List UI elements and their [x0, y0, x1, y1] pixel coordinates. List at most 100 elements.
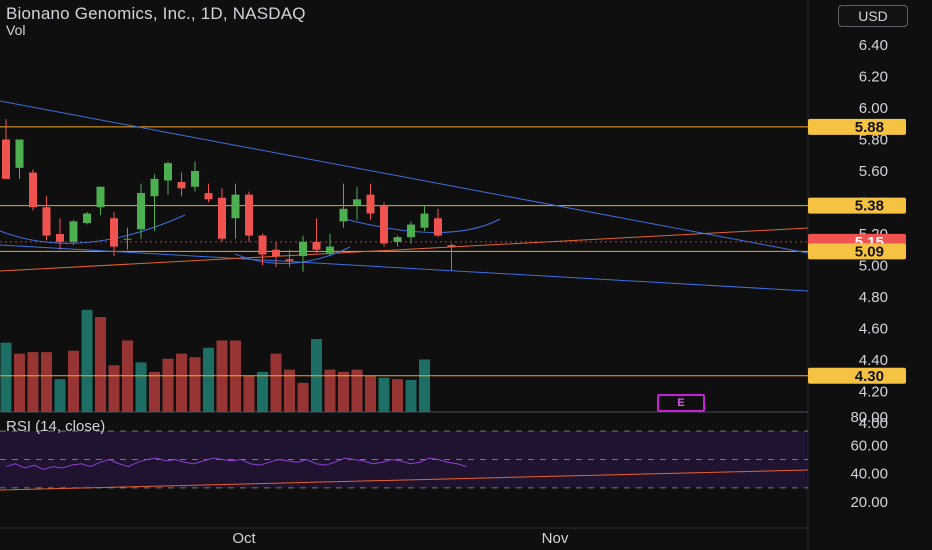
- price-axis[interactable]: 4.004.204.404.604.805.005.205.405.605.80…: [808, 37, 906, 432]
- candle: [326, 234, 334, 257]
- price-tag-box: [808, 367, 906, 384]
- candle: [407, 221, 415, 244]
- candle: [366, 183, 375, 220]
- volume-bar: [14, 353, 25, 412]
- cup-arc-middle: [234, 246, 351, 264]
- price-tick-label: 5.60: [859, 163, 888, 180]
- time-tick-label: Oct: [232, 530, 256, 547]
- rsi-support-line: [0, 469, 809, 491]
- candle-body: [83, 213, 91, 223]
- candle: [339, 183, 348, 228]
- volume-bar: [365, 375, 376, 412]
- candle: [123, 227, 132, 250]
- candle-body: [312, 241, 321, 250]
- candle-body: [150, 178, 159, 197]
- horizontal-levels[interactable]: [0, 126, 808, 377]
- candle-body: [110, 218, 118, 247]
- volume-label: Vol: [6, 22, 26, 38]
- candle-body: [204, 193, 213, 200]
- price-tick-label: 5.80: [859, 132, 888, 149]
- candle: [15, 139, 24, 179]
- price-tag-box: [808, 197, 906, 214]
- currency-button[interactable]: USD: [838, 5, 908, 27]
- volume-bar: [68, 350, 79, 412]
- volume-bar: [0, 342, 12, 412]
- volume-bar: [392, 379, 403, 412]
- candle-body: [420, 213, 429, 228]
- candle-body: [29, 172, 37, 208]
- earnings-marker[interactable]: E: [657, 394, 705, 412]
- volume-bar: [95, 317, 106, 412]
- descending-trendline: [0, 100, 809, 254]
- time-axis[interactable]: Oct Nov: [232, 530, 569, 547]
- candles: [2, 119, 456, 272]
- volume-bar: [419, 359, 430, 412]
- candle-body: [218, 197, 226, 239]
- price-tick-label: 4.20: [859, 384, 888, 401]
- price-tag-label: 4.30: [855, 368, 884, 385]
- rsi-pane: 20.00 40.00 60.00 80.00: [0, 409, 888, 511]
- candle-body: [285, 259, 294, 261]
- price-tag: 5.38: [808, 197, 906, 215]
- candle-body: [191, 171, 199, 187]
- candle: [231, 183, 240, 239]
- candle: [69, 219, 78, 246]
- candle-body: [56, 234, 64, 242]
- rsi-tick-label: 20.00: [850, 494, 888, 511]
- candle-body: [326, 246, 334, 253]
- candle: [164, 161, 172, 195]
- price-tag-label: 5.09: [855, 243, 884, 260]
- rsi-label: RSI (14, close): [6, 418, 106, 435]
- price-tick-label: 5.00: [859, 258, 888, 275]
- candle-body: [164, 163, 172, 181]
- candle-body: [137, 193, 145, 230]
- rsi-tick-label: 60.00: [850, 437, 888, 454]
- candle: [137, 183, 145, 239]
- candle: [177, 172, 186, 197]
- volume-bar: [203, 347, 214, 412]
- candle-body: [15, 139, 24, 168]
- volume-bar: [351, 369, 363, 412]
- rsi-tick-label: 40.00: [850, 466, 888, 483]
- candle: [258, 234, 267, 266]
- price-tag: 5.88: [808, 119, 906, 136]
- volume-bar: [27, 352, 39, 412]
- lower-trendline: [0, 244, 809, 292]
- candle-body: [245, 194, 253, 236]
- volume-bar: [54, 379, 66, 412]
- candle: [42, 196, 51, 241]
- price-tag-box: [808, 243, 906, 260]
- volume-bar: [41, 352, 52, 412]
- candle-body: [353, 199, 361, 206]
- cup-arc-left: [0, 214, 186, 244]
- rsi-tick-label: 80.00: [850, 409, 888, 426]
- volume-bar: [243, 375, 255, 412]
- price-tag-label: 5.38: [855, 198, 884, 215]
- volume-bar: [324, 369, 336, 412]
- candle: [393, 235, 402, 247]
- candle-body: [447, 245, 456, 247]
- candle: [96, 186, 105, 216]
- candle-body: [177, 182, 186, 189]
- volume-bar: [297, 382, 309, 412]
- candle: [245, 191, 253, 242]
- candle-body: [2, 139, 10, 179]
- volume-bar: [378, 377, 390, 412]
- candle-body: [434, 218, 442, 236]
- candle: [2, 119, 10, 179]
- candle: [204, 183, 213, 203]
- candle: [83, 211, 91, 225]
- price-tick-label: 4.40: [859, 352, 888, 369]
- price-tick-label: 6.00: [859, 100, 888, 117]
- chart-title: Bionano Genomics, Inc., 1D, NASDAQ: [6, 4, 306, 23]
- rsi-line: [5, 457, 467, 470]
- candle: [218, 188, 226, 242]
- candle: [110, 211, 118, 257]
- candle: [56, 218, 64, 250]
- time-tick-label: Nov: [542, 530, 569, 547]
- candle-body: [393, 237, 402, 242]
- volume-bar: [81, 309, 93, 412]
- candle: [353, 186, 361, 220]
- candle-body: [339, 208, 348, 222]
